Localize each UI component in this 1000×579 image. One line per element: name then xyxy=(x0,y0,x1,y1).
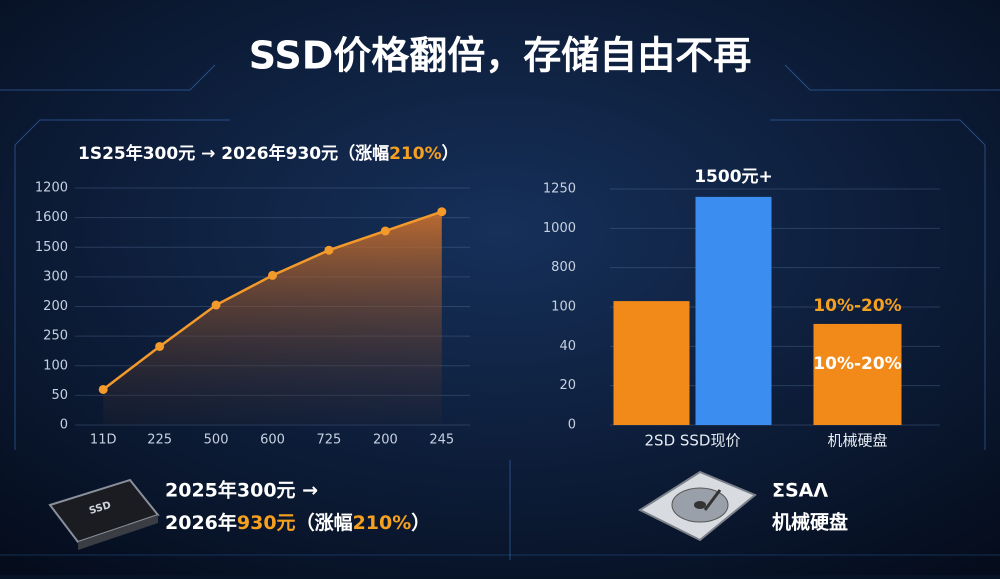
y-tick-label: 100 xyxy=(551,300,576,315)
point xyxy=(380,226,390,236)
y-tick-label: 0 xyxy=(60,418,68,433)
point xyxy=(324,245,334,255)
bar xyxy=(695,196,772,425)
x-tick-label: 11D xyxy=(90,433,117,448)
point xyxy=(268,270,277,280)
x-tick-label: 245 xyxy=(429,433,454,448)
footer-text: 2026年930元（涨幅210%） xyxy=(165,511,430,534)
x-tick-label: 500 xyxy=(204,433,229,448)
y-tick-label: 1200 xyxy=(35,181,68,196)
x-tick-label: 725 xyxy=(317,433,342,448)
footer-text: 机械硬盘 xyxy=(772,511,848,534)
title: SSD价格翻倍，存储自由不再 xyxy=(249,34,752,78)
y-tick-label: 1500 xyxy=(35,240,68,255)
hdd-icon xyxy=(637,470,757,542)
y-tick-label: 20 xyxy=(559,378,576,393)
chart-title: 1S25年300元 → 2026年930元（涨幅210%） xyxy=(78,143,459,164)
area xyxy=(103,211,442,425)
bar xyxy=(613,301,690,425)
annotation: 10%-20% xyxy=(813,296,901,316)
x-tick-label: 200 xyxy=(373,433,398,448)
annotation: 10%-20% xyxy=(813,354,901,374)
footer-text: 2025年300元 → xyxy=(165,479,318,502)
point xyxy=(211,300,221,310)
y-tick-label: 300 xyxy=(43,269,68,284)
annotation: 1500元+ xyxy=(694,167,773,187)
ssd-icon: SSD xyxy=(48,478,160,550)
y-tick-label: 200 xyxy=(43,299,68,314)
y-tick-label: 50 xyxy=(51,388,68,403)
y-tick-label: 100 xyxy=(43,358,68,373)
footer-text: ΣSAΛ xyxy=(772,480,828,502)
y-tick-label: 250 xyxy=(43,329,68,344)
point xyxy=(155,341,165,351)
point xyxy=(98,384,108,394)
x-tick-label: 600 xyxy=(260,433,285,448)
x-tick-label: 2SD SSD现价 xyxy=(645,432,741,450)
y-tick-label: 1000 xyxy=(543,221,576,236)
x-tick-label: 机械硬盘 xyxy=(827,432,887,450)
y-tick-label: 40 xyxy=(559,339,576,354)
y-tick-label: 1600 xyxy=(35,210,68,225)
point xyxy=(437,207,447,217)
frame-lines xyxy=(0,64,1000,560)
x-tick-label: 225 xyxy=(147,433,172,448)
y-tick-label: 800 xyxy=(551,260,576,275)
bar xyxy=(813,323,902,425)
y-tick-label: 0 xyxy=(568,418,576,433)
y-tick-label: 1250 xyxy=(543,182,576,197)
